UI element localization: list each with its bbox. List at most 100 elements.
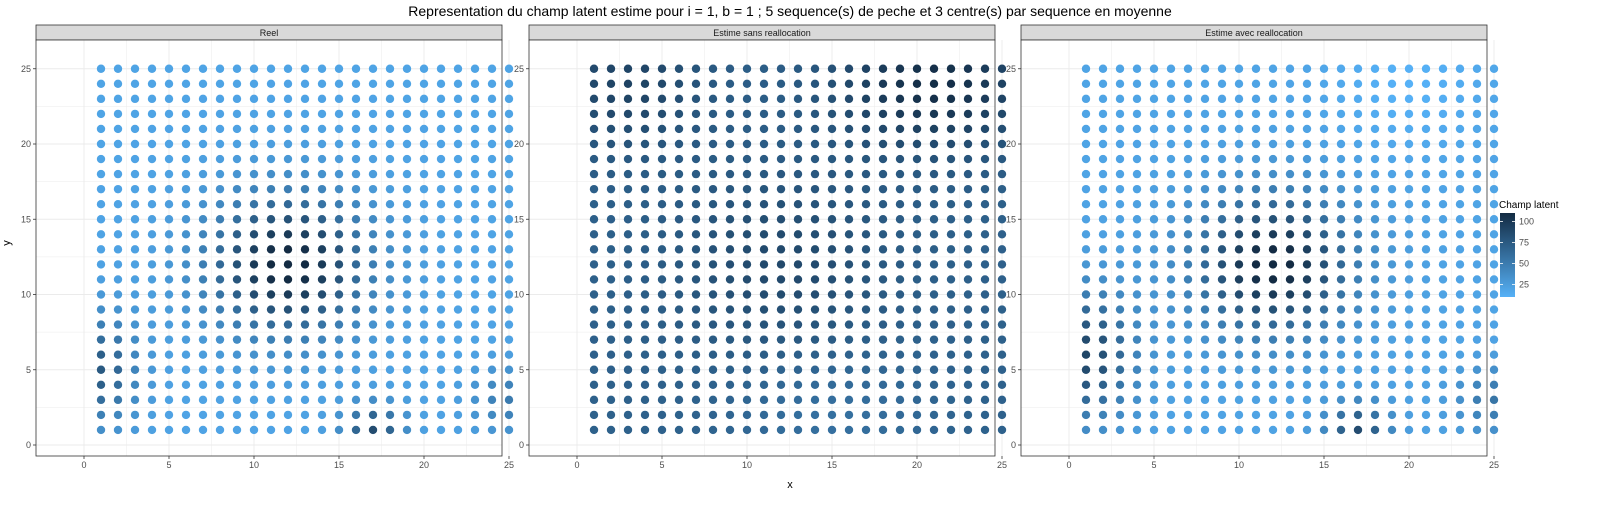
panel-border (1020, 39, 1488, 457)
data-point (912, 395, 922, 405)
data-point (504, 245, 514, 254)
data-point (980, 184, 990, 194)
data-point (1200, 200, 1210, 209)
data-point (470, 124, 480, 134)
data-point (1166, 154, 1176, 164)
data-point (1251, 245, 1261, 254)
data-point (1234, 94, 1244, 104)
data-point (980, 94, 990, 104)
data-point (878, 154, 888, 164)
data-point (691, 410, 701, 420)
data-point (1200, 275, 1210, 284)
data-point (1319, 335, 1329, 344)
data-point (1336, 320, 1346, 329)
data-point (1115, 79, 1125, 89)
data-point (1455, 215, 1465, 224)
data-point (997, 184, 1007, 194)
data-point (1234, 275, 1244, 284)
data-point (606, 275, 616, 284)
data-point (1421, 260, 1431, 269)
data-point (1166, 139, 1176, 149)
data-point (623, 79, 633, 89)
data-point (1268, 184, 1278, 194)
data-point (1455, 275, 1465, 284)
data-point (181, 139, 191, 149)
data-point (164, 305, 174, 314)
data-point (1200, 365, 1210, 374)
data-point (504, 395, 514, 405)
data-point (895, 94, 905, 104)
data-point (130, 215, 140, 224)
y-tick-label: 0 (26, 440, 31, 450)
data-point (1319, 410, 1329, 420)
data-point (470, 260, 480, 269)
data-point (504, 230, 514, 239)
data-point (980, 215, 990, 224)
data-point (606, 139, 616, 149)
data-point (504, 335, 514, 344)
data-point (827, 139, 837, 149)
data-point (606, 335, 616, 344)
data-point (1421, 139, 1431, 149)
data-point (419, 275, 429, 284)
data-point (980, 335, 990, 344)
data-point (1200, 335, 1210, 344)
data-point (912, 139, 922, 149)
data-point (691, 380, 701, 389)
data-point (776, 94, 786, 104)
data-point (1421, 64, 1431, 73)
data-point (266, 94, 276, 104)
data-point (793, 154, 803, 164)
data-point (776, 230, 786, 239)
data-point (861, 124, 871, 134)
data-point (1370, 139, 1380, 149)
data-point (742, 320, 752, 329)
data-point (487, 290, 497, 299)
data-point (963, 260, 973, 269)
data-point (249, 350, 259, 359)
data-point (861, 275, 871, 284)
data-point (1302, 124, 1312, 134)
data-point (283, 94, 293, 104)
data-point (1166, 64, 1176, 73)
data-point (147, 335, 157, 344)
data-point (487, 184, 497, 194)
data-point (232, 200, 242, 209)
data-point (504, 200, 514, 209)
data-point (113, 184, 123, 194)
data-point (759, 320, 769, 329)
data-point (300, 94, 310, 104)
data-point (385, 109, 395, 119)
data-point (1268, 169, 1278, 179)
data-point (1421, 154, 1431, 164)
data-point (96, 245, 106, 254)
data-point (147, 154, 157, 164)
data-point (249, 169, 259, 179)
data-point (793, 184, 803, 194)
data-point (793, 425, 803, 435)
data-point (283, 245, 293, 254)
data-point (266, 395, 276, 405)
data-point (504, 154, 514, 164)
data-point (130, 320, 140, 329)
data-point (1387, 94, 1397, 104)
data-point (1387, 410, 1397, 420)
data-point (1200, 350, 1210, 359)
data-point (708, 260, 718, 269)
data-point (147, 184, 157, 194)
data-point (1404, 335, 1414, 344)
data-point (606, 109, 616, 119)
data-point (793, 230, 803, 239)
data-point (1302, 275, 1312, 284)
data-point (1404, 290, 1414, 299)
data-point (912, 64, 922, 73)
data-point (742, 64, 752, 73)
data-point (385, 139, 395, 149)
data-point (1132, 335, 1142, 344)
data-point (589, 94, 599, 104)
data-point (300, 260, 310, 269)
data-point (708, 305, 718, 314)
data-point (589, 350, 599, 359)
data-point (300, 245, 310, 254)
data-point (1438, 154, 1448, 164)
